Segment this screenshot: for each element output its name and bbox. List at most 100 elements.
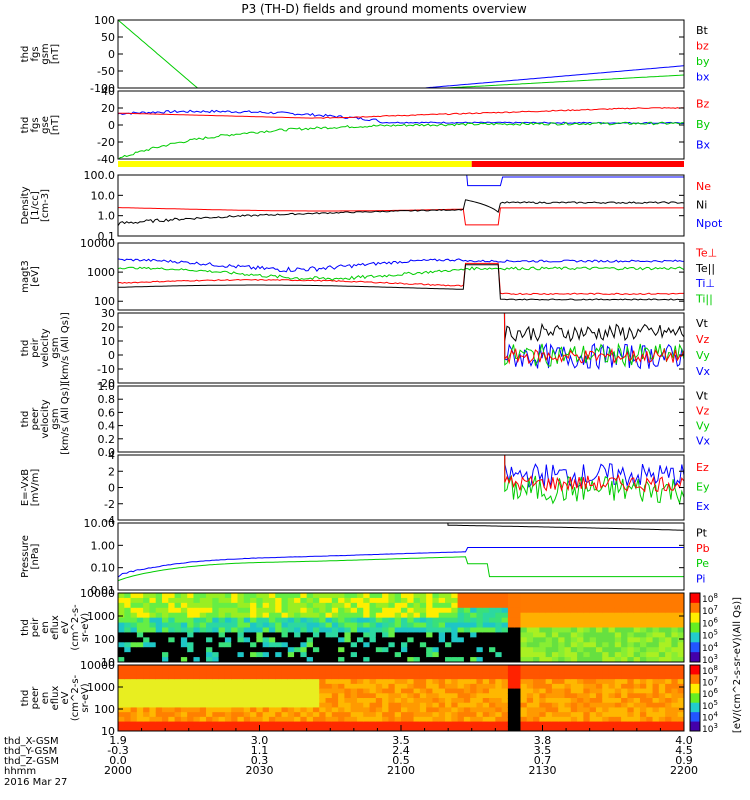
spectrogram-cell — [281, 688, 289, 694]
spectrogram-cell — [338, 716, 345, 723]
spectrogram-cell — [671, 721, 679, 727]
spectrogram-cell — [155, 683, 163, 690]
spectrogram-cell — [520, 627, 528, 634]
spectrogram-cell — [495, 702, 503, 709]
spectrogram-cell — [394, 597, 402, 604]
spectrogram-cell — [407, 716, 415, 723]
spectrogram-cell — [633, 702, 641, 709]
spectrogram-cell — [281, 707, 289, 713]
spectrogram-cell — [646, 683, 654, 690]
spectrogram-cell — [268, 642, 276, 648]
spectrogram-cell — [646, 602, 654, 609]
spectrogram-cell — [413, 674, 421, 680]
spectrogram-cell — [438, 707, 446, 713]
spectrogram-cell — [375, 617, 383, 624]
spectrogram-cell — [224, 702, 232, 709]
spectrogram-cell — [275, 665, 283, 671]
spectrogram-cell — [451, 669, 459, 676]
spectrogram-cell — [533, 652, 540, 658]
spectrogram-cell — [275, 726, 283, 731]
spectrogram-cell — [256, 632, 264, 638]
spectrogram-cell — [281, 652, 289, 658]
spectrogram-cell — [149, 627, 157, 634]
spectrogram-cell — [331, 647, 339, 653]
spectrogram-cell — [658, 707, 666, 713]
spectrogram-cell — [212, 657, 220, 662]
spectrogram-cell — [520, 593, 528, 599]
spectrogram-cell — [413, 726, 421, 731]
spectrogram-cell — [356, 683, 364, 690]
spectrogram-cell — [206, 702, 213, 709]
y-tick-label: 0 — [108, 482, 115, 495]
spectrogram-cell — [432, 652, 440, 658]
spectrogram-cell — [438, 607, 446, 614]
spectrogram-cell — [218, 702, 226, 709]
spectrogram-cell — [583, 721, 591, 727]
spectrogram-cell — [149, 721, 157, 727]
spectrogram-cell — [162, 593, 169, 599]
spectrogram-cell — [507, 627, 515, 634]
spectrogram-cell — [533, 617, 540, 624]
spectrogram-cell — [136, 657, 144, 662]
spectrogram-cell — [174, 632, 182, 638]
spectrogram-cell — [476, 657, 484, 662]
spectrogram-cell — [438, 683, 446, 690]
spectrogram-cell — [369, 597, 377, 604]
spectrogram-cell — [130, 716, 138, 723]
y-tick-label: 20 — [101, 102, 115, 115]
spectrogram-cell — [243, 712, 251, 718]
spectrogram-cell — [401, 716, 408, 723]
spectrogram-cell — [193, 597, 201, 604]
spectrogram-cell — [514, 657, 522, 662]
spectrogram-cell — [130, 707, 138, 713]
spectrogram-cell — [375, 612, 383, 619]
spectrogram-cell — [570, 657, 578, 662]
spectrogram-cell — [312, 647, 320, 653]
spectrogram-cell — [206, 693, 213, 699]
spectrogram-cell — [520, 602, 528, 609]
spectrogram-cell — [275, 602, 283, 609]
series-line-2 — [504, 455, 684, 493]
spectrogram-cell — [602, 602, 610, 609]
spectrogram-cell — [507, 693, 515, 699]
spectrogram-cell — [124, 693, 132, 699]
spectrogram-cell — [193, 657, 201, 662]
spectrogram-cell — [287, 698, 295, 704]
spectrogram-cell — [162, 702, 169, 709]
spectrogram-cell — [545, 597, 553, 604]
spectrogram-cell — [501, 674, 509, 680]
spectrogram-cell — [621, 627, 628, 634]
spectrogram-cell — [180, 683, 188, 690]
spectrogram-cell — [646, 688, 654, 694]
spectrogram-cell — [363, 698, 371, 704]
spectrogram-cell — [646, 657, 654, 662]
spectrogram-cell — [250, 698, 257, 704]
spectrogram-cell — [627, 637, 635, 643]
spectrogram-cell — [118, 612, 125, 619]
spectrogram-cell — [608, 652, 616, 658]
spectrogram-cell — [413, 622, 421, 629]
spectrogram-cell — [501, 607, 509, 614]
spectrogram-cell — [281, 693, 289, 699]
spectrogram-cell — [551, 707, 559, 713]
spectrogram-cell — [577, 674, 584, 680]
spectrogram-cell — [419, 607, 427, 614]
spectrogram-cell — [570, 702, 578, 709]
spectrogram-cell — [514, 647, 522, 653]
spectrogram-cell — [602, 698, 610, 704]
spectrogram-cell — [306, 593, 314, 599]
y-axis-label: [eV] — [30, 266, 41, 287]
spectrogram-cell — [438, 688, 446, 694]
spectrogram-cell — [312, 637, 320, 643]
spectrogram-cell — [595, 637, 603, 643]
spectrogram-cell — [438, 702, 446, 709]
panel-plot-area — [118, 175, 684, 226]
spectrogram-cell — [187, 707, 195, 713]
spectrogram-cell — [394, 669, 402, 676]
spectrogram-cell — [482, 617, 490, 624]
spectrogram-cell — [136, 602, 144, 609]
spectrogram-cell — [155, 617, 163, 624]
spectrogram-cell — [451, 597, 459, 604]
spectrogram-cell — [419, 647, 427, 653]
